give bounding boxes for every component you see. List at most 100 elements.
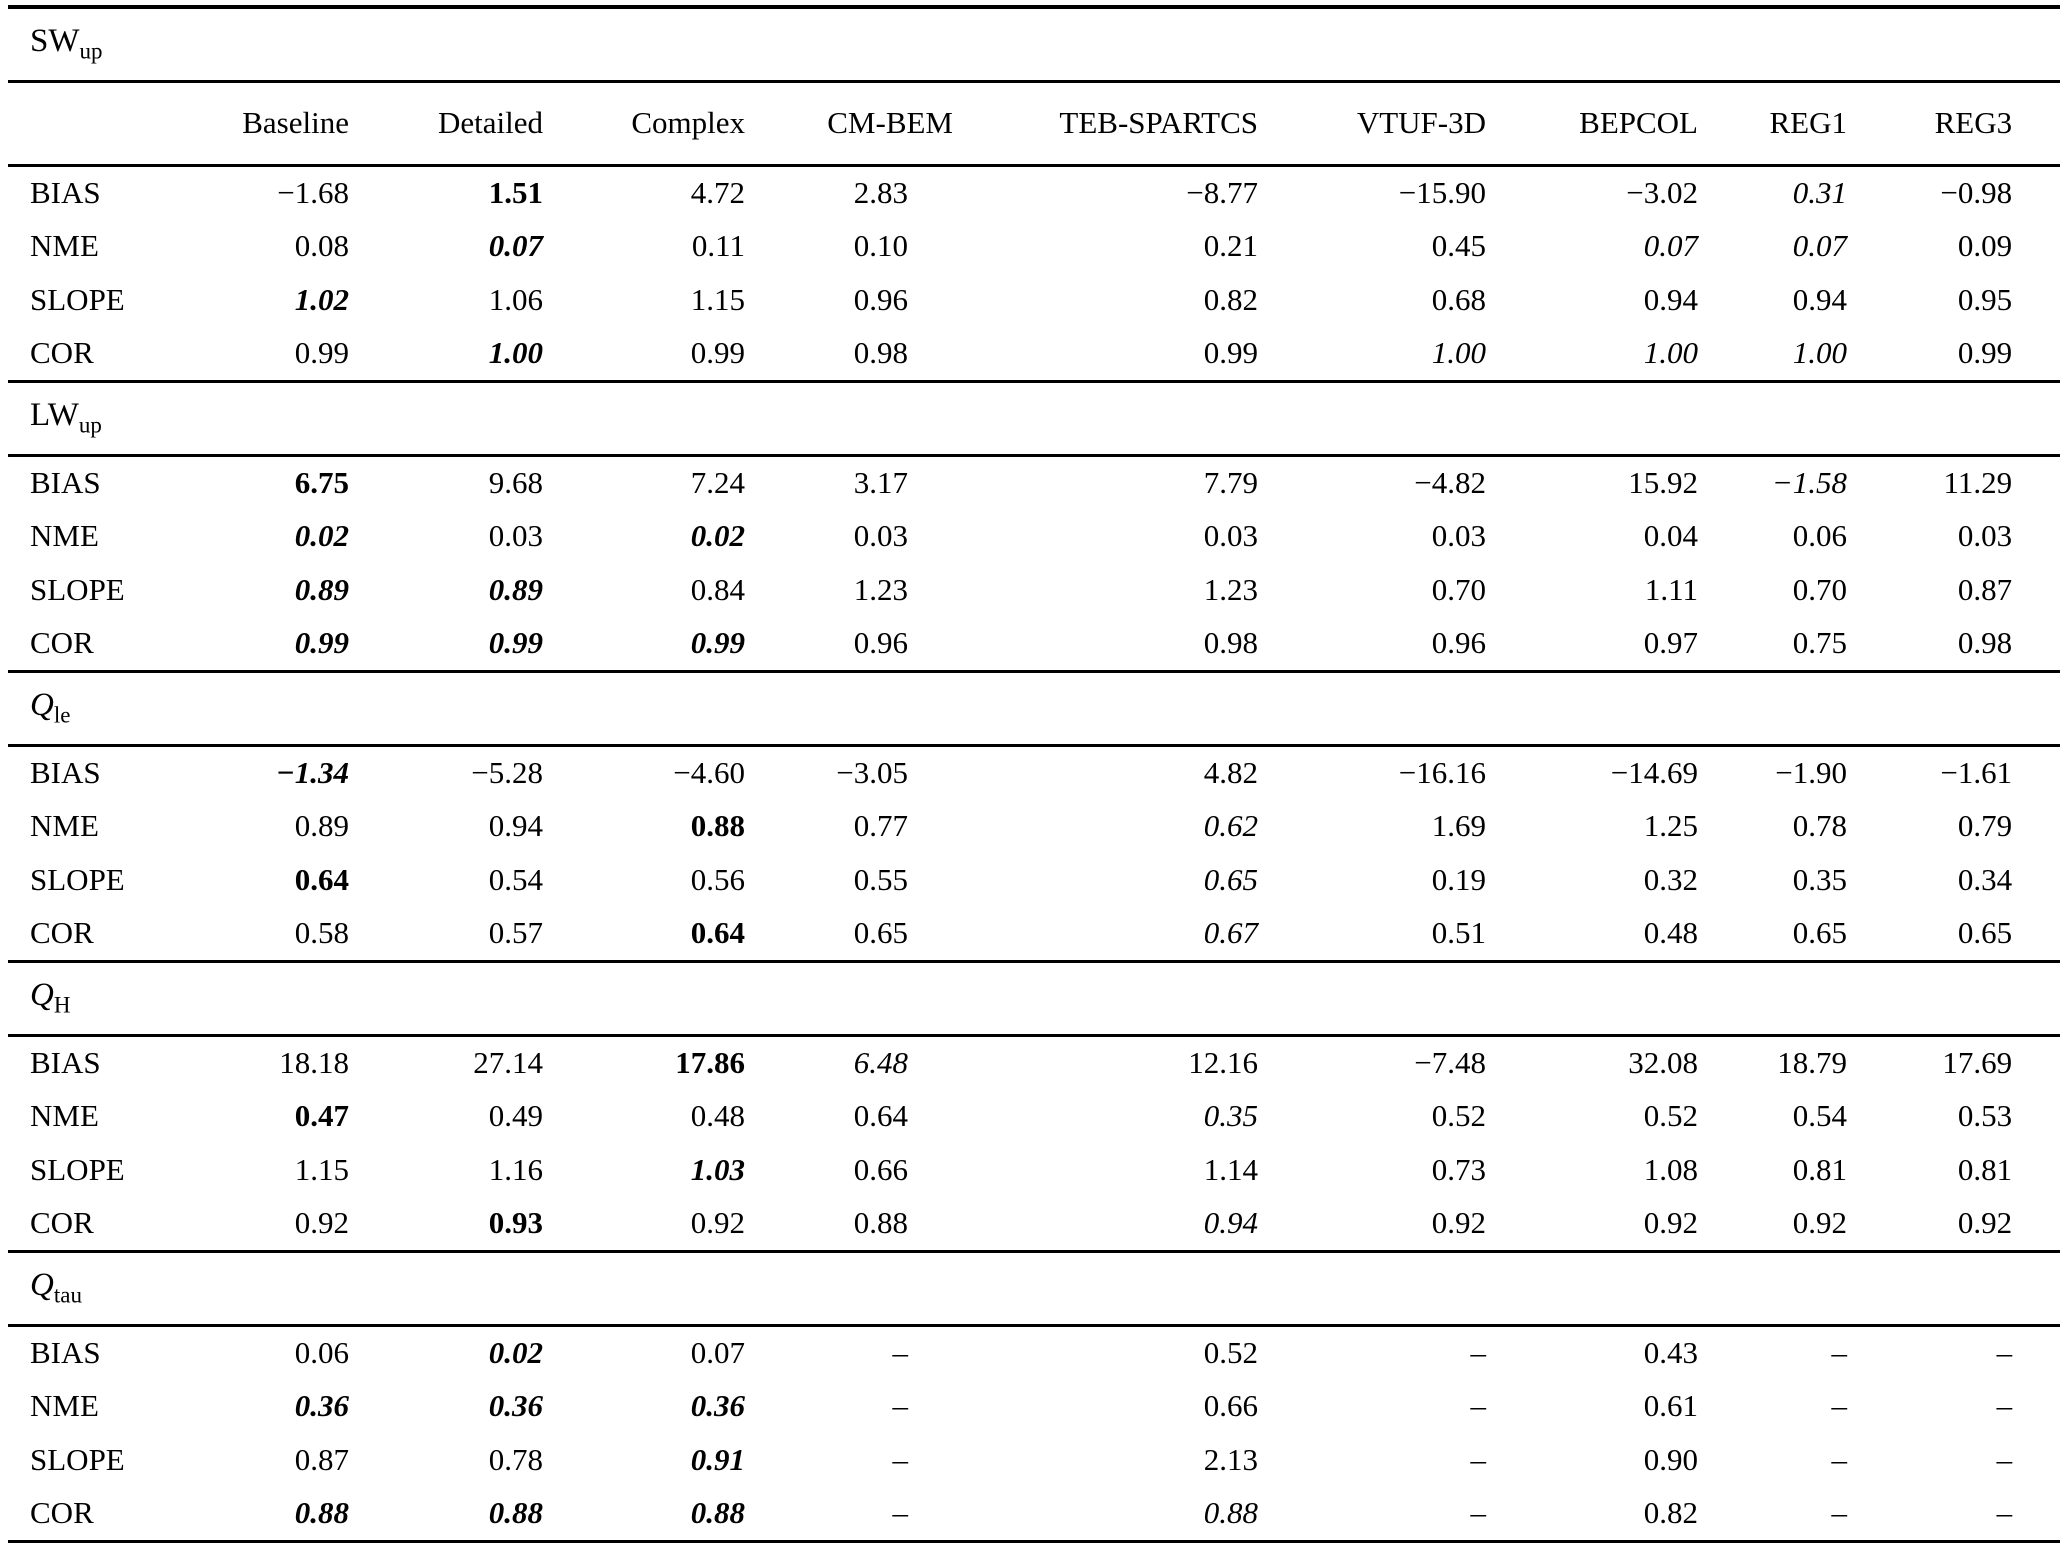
value-cell: 0.99	[1957, 335, 2013, 371]
value-cell: 0.03	[488, 518, 543, 553]
value-cell: 0.11	[691, 228, 745, 263]
value-cell: −1.58	[1771, 464, 1847, 500]
value-cell: 0.98	[1957, 625, 2013, 661]
metric-row-bias: BIAS −1.34 −5.28 −4.60 −3.05 4.82 −16.16 −14.69…	[8, 745, 2060, 799]
value-cell: 2.83	[853, 174, 908, 210]
value-cell: 0.03	[1203, 518, 1258, 553]
section-label-subscript: H	[53, 992, 71, 1018]
value-cell: 0.73	[1431, 1152, 1486, 1187]
section-label-main: LW	[30, 397, 79, 434]
value-cell: 1.02	[294, 282, 349, 317]
value-cell: 0.89	[294, 572, 349, 607]
column-header-detailed: Detailed	[361, 81, 555, 167]
value-cell: −4.82	[1414, 464, 1486, 500]
value-cell: 4.72	[690, 174, 745, 210]
metric-label: NME	[30, 808, 99, 843]
value-cell: –	[1831, 1442, 1848, 1477]
value-cell: 6.48	[853, 1044, 908, 1080]
value-cell: 0.53	[1957, 1098, 2013, 1133]
table-body: SWup Baseline Detailed Complex CM-BEM TEB-SPA…	[8, 5, 2061, 1543]
metric-label: BIAS	[30, 754, 101, 790]
value-cell: 0.81	[1792, 1152, 1847, 1187]
value-cell: 0.94	[1792, 282, 1847, 317]
value-cell: 18.79	[1777, 1044, 1847, 1080]
value-cell: 32.08	[1628, 1044, 1698, 1080]
value-cell: –	[892, 1442, 909, 1477]
value-cell: −16.16	[1398, 754, 1486, 790]
value-cell: 0.98	[853, 335, 908, 371]
value-cell: 0.77	[853, 808, 908, 843]
value-cell: 0.45	[1431, 228, 1486, 263]
section-label: Qtau	[8, 1249, 2061, 1327]
metric-label: BIAS	[30, 464, 101, 500]
value-cell: 0.89	[294, 808, 349, 843]
column-header-row: Baseline Detailed Complex CM-BEM TEB-SPARTCS…	[8, 81, 2061, 167]
value-cell: 1.00	[1792, 335, 1847, 371]
metric-label: COR	[8, 1487, 231, 1543]
value-cell: 0.02	[690, 518, 745, 553]
value-cell: 0.78	[488, 1442, 543, 1477]
value-cell: 0.95	[1957, 282, 2013, 317]
metric-label: COR	[30, 1205, 94, 1241]
value-cell: −3.05	[836, 754, 908, 790]
value-cell: −0.98	[1940, 174, 2013, 210]
value-cell: 0.34	[1957, 862, 2013, 897]
value-cell: 0.87	[1957, 572, 2013, 607]
value-cell: 0.82	[1203, 282, 1258, 317]
value-cell: –	[1859, 1487, 2061, 1543]
metric-row-nme: NME 0.36 0.36 0.36 – 0.66 – 0.61 – –	[8, 1379, 2060, 1433]
corner-cell	[8, 81, 231, 167]
value-cell: 0.51	[1431, 915, 1486, 951]
value-cell: 0.31	[1792, 174, 1847, 210]
value-cell: 0.52	[1643, 1098, 1698, 1133]
column-header-teb-spartcs: TEB-SPARTCS	[978, 81, 1270, 167]
value-cell: 0.88	[231, 1487, 361, 1543]
value-cell: 0.92	[294, 1205, 349, 1241]
value-cell: 1.69	[1431, 808, 1486, 843]
metric-label: COR	[30, 915, 94, 951]
value-cell: −1.61	[1940, 754, 2013, 790]
metric-row-bias: BIAS 6.75 9.68 7.24 3.17 7.79 −4.82 15.92 −1.58 1…	[8, 455, 2060, 509]
metric-row-slope: SLOPE 1.15 1.16 1.03 0.66 1.14 0.73 1.08 0.81 0.8…	[8, 1143, 2060, 1197]
value-cell: 0.21	[1203, 228, 1258, 263]
value-cell: 0.78	[1792, 808, 1847, 843]
value-cell: 1.51	[488, 174, 543, 210]
metric-row-bias: BIAS 18.18 27.14 17.86 6.48 12.16 −7.48 32.08 18…	[8, 1035, 2060, 1089]
value-cell: 0.92	[1957, 1205, 2013, 1241]
value-cell: 0.03	[1957, 518, 2013, 553]
column-header-baseline: Baseline	[231, 81, 361, 167]
value-cell: 0.07	[1792, 228, 1847, 263]
value-cell: 0.08	[294, 228, 349, 263]
value-cell: 9.68	[488, 464, 543, 500]
section-label-row: QH	[8, 959, 2061, 1037]
value-cell: 7.79	[1203, 464, 1258, 500]
column-header-reg1: REG1	[1710, 81, 1859, 167]
value-cell: 0.88	[978, 1487, 1270, 1543]
value-cell: 1.15	[690, 282, 745, 317]
metric-row-slope: SLOPE 0.64 0.54 0.56 0.55 0.65 0.19 0.32 0.35 0.3…	[8, 853, 2060, 907]
value-cell: 0.99	[690, 335, 745, 371]
value-cell: 0.62	[1203, 808, 1258, 843]
value-cell: 1.15	[294, 1152, 349, 1187]
column-header-reg3: REG3	[1859, 81, 2061, 167]
value-cell: –	[1996, 1334, 2013, 1370]
value-cell: 0.92	[1792, 1205, 1847, 1241]
value-cell: 0.91	[690, 1442, 745, 1477]
value-cell: 0.04	[1643, 518, 1698, 553]
value-cell: 0.64	[690, 915, 745, 951]
value-cell: 0.52	[1203, 1334, 1258, 1370]
value-cell: 0.66	[853, 1152, 908, 1187]
value-cell: 0.94	[1203, 1205, 1258, 1241]
value-cell: 1.25	[1643, 808, 1698, 843]
value-cell: 0.79	[1957, 808, 2013, 843]
value-cell: 2.13	[1203, 1442, 1258, 1477]
value-cell: 0.70	[1431, 572, 1486, 607]
value-cell: 1.03	[690, 1152, 745, 1187]
value-cell: 0.94	[1643, 282, 1698, 317]
value-cell: –	[1710, 1487, 1859, 1543]
metric-label: NME	[30, 228, 99, 263]
column-header-bepcol: BEPCOL	[1498, 81, 1710, 167]
value-cell: 0.99	[294, 335, 349, 371]
value-cell: 0.54	[488, 862, 543, 897]
